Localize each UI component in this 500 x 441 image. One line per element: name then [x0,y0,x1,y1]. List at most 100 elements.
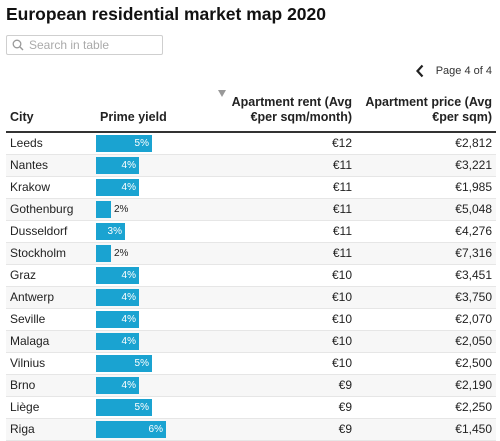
cell-apartment-rent: €9 [206,374,356,397]
cell-apartment-price: €5,048 [356,198,496,221]
search-icon [12,39,24,51]
cell-prime-yield: 5% [96,396,206,419]
yield-bar-label: 4% [121,181,136,193]
cell-apartment-rent: €11 [206,242,356,265]
yield-bar-label: 4% [121,313,136,325]
cell-prime-yield: 4% [96,374,206,397]
cell-prime-yield: 4% [96,330,206,353]
yield-bar-label: 5% [134,357,149,369]
search-input[interactable] [29,37,159,53]
yield-bar: 4% [96,376,139,394]
cell-apartment-rent: €9 [206,418,356,441]
cell-apartment-rent: €10 [206,330,356,353]
yield-bar-label: 4% [121,159,136,171]
cell-city: Dusseldorf [6,220,96,243]
cell-apartment-price: €3,451 [356,264,496,287]
cell-apartment-price: €2,250 [356,396,496,419]
cell-prime-yield: 4% [96,176,206,199]
cell-prime-yield: 5% [96,352,206,375]
cell-apartment-price: €2,500 [356,352,496,375]
table-row: Seville 4% €10 €2,070 [6,308,496,331]
table-header-row: City Prime yield Apartment rent (Avg €pe… [6,90,496,133]
yield-bar: 3% [96,222,125,240]
cell-city: Brno [6,374,96,397]
cell-city: Nantes [6,154,96,177]
yield-bar: 4% [96,332,139,350]
yield-bar: 5% [96,354,152,372]
yield-bar-label: 3% [107,225,122,237]
yield-bar [96,200,111,218]
cell-city: Gothenburg [6,198,96,221]
yield-bar-label: 4% [121,269,136,281]
yield-bar: 5% [96,134,152,152]
yield-bar-label: 5% [134,401,149,413]
yield-bar: 6% [96,420,166,438]
table-row: Leeds 5% €12 €2,812 [6,132,496,155]
cell-city: Seville [6,308,96,331]
table-row: Brno 4% €9 €2,190 [6,374,496,397]
cell-apartment-price: €7,316 [356,242,496,265]
search-box[interactable] [6,35,163,55]
yield-bar-label: 2% [114,247,129,259]
cell-prime-yield: 4% [96,154,206,177]
column-header-apartment-rent[interactable]: Apartment rent (Avg €per sqm/month) [206,90,356,133]
cell-city: Leeds [6,132,96,155]
cell-prime-yield: 2% [96,242,206,265]
cell-city: Stockholm [6,242,96,265]
cell-apartment-rent: €10 [206,352,356,375]
table-row: Liège 5% €9 €2,250 [6,396,496,419]
table-row: Riga 6% €9 €1,450 [6,418,496,441]
yield-bar: 4% [96,288,139,306]
table-row: Antwerp 4% €10 €3,750 [6,286,496,309]
yield-bar: 4% [96,266,139,284]
cell-city: Riga [6,418,96,441]
yield-bar: 4% [96,156,139,174]
cell-apartment-rent: €12 [206,132,356,155]
cell-apartment-price: €4,276 [356,220,496,243]
yield-bar: 5% [96,398,152,416]
table-row: Nantes 4% €11 €3,221 [6,154,496,177]
cell-apartment-price: €3,750 [356,286,496,309]
cell-prime-yield: 3% [96,220,206,243]
column-header-city[interactable]: City [6,90,96,133]
cell-apartment-rent: €9 [206,396,356,419]
column-header-prime-yield[interactable]: Prime yield [96,90,206,133]
cell-city: Vilnius [6,352,96,375]
table-row: Graz 4% €10 €3,451 [6,264,496,287]
cell-apartment-rent: €11 [206,154,356,177]
yield-bar: 4% [96,178,139,196]
cell-city: Malaga [6,330,96,353]
yield-bar-label: 5% [134,137,149,149]
table-row: Gothenburg 2% €11 €5,048 [6,198,496,221]
cell-prime-yield: 6% [96,418,206,441]
yield-bar-label: 4% [121,335,136,347]
yield-bar-label: 4% [121,291,136,303]
cell-apartment-price: €2,190 [356,374,496,397]
cell-apartment-rent: €11 [206,198,356,221]
table-row: Malaga 4% €10 €2,050 [6,330,496,353]
pagination: Page 4 of 4 [412,63,492,79]
cell-apartment-rent: €11 [206,220,356,243]
data-table: City Prime yield Apartment rent (Avg €pe… [6,90,496,441]
cell-prime-yield: 2% [96,198,206,221]
yield-bar: 4% [96,310,139,328]
cell-prime-yield: 4% [96,308,206,331]
cell-prime-yield: 5% [96,132,206,155]
cell-apartment-price: €2,050 [356,330,496,353]
table-body: Leeds 5% €12 €2,812 Nantes 4% €11 €3,221 Krakow 4… [6,132,496,441]
table-row: Stockholm 2% €11 €7,316 [6,242,496,265]
cell-apartment-price: €1,450 [356,418,496,441]
column-header-apartment-price[interactable]: Apartment price (Avg €per sqm) [356,90,496,133]
cell-apartment-price: €3,221 [356,154,496,177]
table-row: Dusseldorf 3% €11 €4,276 [6,220,496,243]
yield-bar-label: 4% [121,379,136,391]
cell-city: Antwerp [6,286,96,309]
page-indicator: Page 4 of 4 [435,65,492,77]
cell-city: Graz [6,264,96,287]
chevron-left-icon [415,64,424,78]
cell-city: Liège [6,396,96,419]
cell-city: Krakow [6,176,96,199]
cell-apartment-rent: €11 [206,176,356,199]
previous-page-button[interactable] [412,63,428,79]
cell-apartment-price: €2,070 [356,308,496,331]
